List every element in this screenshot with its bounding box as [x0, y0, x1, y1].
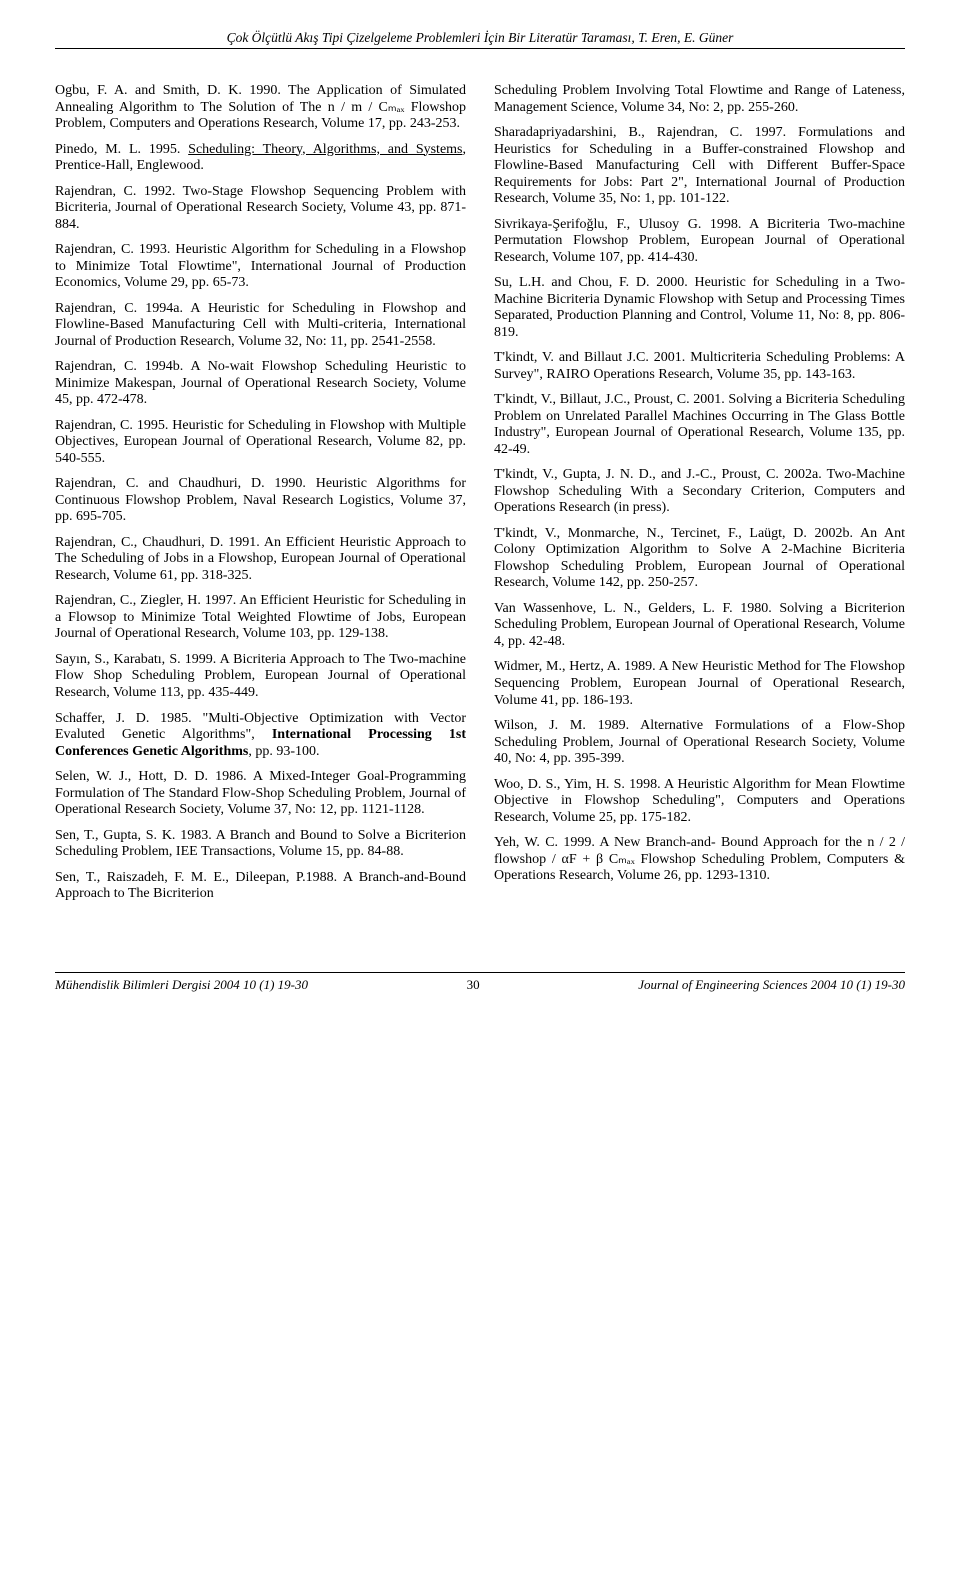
left-column: Ogbu, F. A. and Smith, D. K. 1990. The A…: [55, 83, 466, 912]
reference-entry: T'kindt, V., Billaut, J.C., Proust, C. 2…: [494, 392, 905, 458]
reference-entry: Rajendran, C. 1993. Heuristic Algorithm …: [55, 242, 466, 292]
reference-entry: Yeh, W. C. 1999. A New Branch-and- Bound…: [494, 835, 905, 885]
reference-entry: Wilson, J. M. 1989. Alternative Formulat…: [494, 718, 905, 768]
reference-entry: Rajendran, C. 1994a. A Heuristic for Sch…: [55, 301, 466, 351]
running-head: Çok Ölçütlü Akış Tipi Çizelgeleme Proble…: [55, 30, 905, 49]
reference-entry: Schaffer, J. D. 1985. "Multi-Objective O…: [55, 711, 466, 761]
reference-entry: Sen, T., Gupta, S. K. 1983. A Branch and…: [55, 828, 466, 861]
footer-right: Journal of Engineering Sciences 2004 10 …: [638, 977, 905, 993]
reference-entry: Rajendran, C. 1995. Heuristic for Schedu…: [55, 418, 466, 468]
reference-entry: Woo, D. S., Yim, H. S. 1998. A Heuristic…: [494, 777, 905, 827]
reference-entry: Rajendran, C., Chaudhuri, D. 1991. An Ef…: [55, 535, 466, 585]
reference-entry: Rajendran, C. 1992. Two-Stage Flowshop S…: [55, 184, 466, 234]
right-column: Scheduling Problem Involving Total Flowt…: [494, 83, 905, 912]
reference-entry: T'kindt, V., Gupta, J. N. D., and J.-C.,…: [494, 467, 905, 517]
reference-entry: Rajendran, C., Ziegler, H. 1997. An Effi…: [55, 593, 466, 643]
reference-entry: T'kindt, V., Monmarche, N., Tercinet, F.…: [494, 526, 905, 592]
two-column-body: Ogbu, F. A. and Smith, D. K. 1990. The A…: [55, 83, 905, 912]
reference-entry: Selen, W. J., Hott, D. D. 1986. A Mixed-…: [55, 769, 466, 819]
reference-entry: Sayın, S., Karabatı, S. 1999. A Bicriter…: [55, 652, 466, 702]
reference-entry: Sharadapriyadarshini, B., Rajendran, C. …: [494, 125, 905, 208]
reference-entry: Widmer, M., Hertz, A. 1989. A New Heuris…: [494, 659, 905, 709]
footer-left: Mühendislik Bilimleri Dergisi 2004 10 (1…: [55, 977, 308, 993]
reference-entry: Pinedo, M. L. 1995. Scheduling: Theory, …: [55, 142, 466, 175]
reference-entry: Sen, T., Raiszadeh, F. M. E., Dileepan, …: [55, 870, 466, 903]
reference-entry: Su, L.H. and Chou, F. D. 2000. Heuristic…: [494, 275, 905, 341]
reference-entry: Rajendran, C. 1994b. A No-wait Flowshop …: [55, 359, 466, 409]
reference-entry: Ogbu, F. A. and Smith, D. K. 1990. The A…: [55, 83, 466, 133]
reference-entry: Scheduling Problem Involving Total Flowt…: [494, 83, 905, 116]
footer-page-number: 30: [467, 977, 480, 993]
reference-entry: Van Wassenhove, L. N., Gelders, L. F. 19…: [494, 601, 905, 651]
reference-entry: Rajendran, C. and Chaudhuri, D. 1990. He…: [55, 476, 466, 526]
reference-entry: T'kindt, V. and Billaut J.C. 2001. Multi…: [494, 350, 905, 383]
reference-entry: Sivrikaya-Şerifoğlu, F., Ulusoy G. 1998.…: [494, 217, 905, 267]
page-footer: Mühendislik Bilimleri Dergisi 2004 10 (1…: [55, 972, 905, 993]
